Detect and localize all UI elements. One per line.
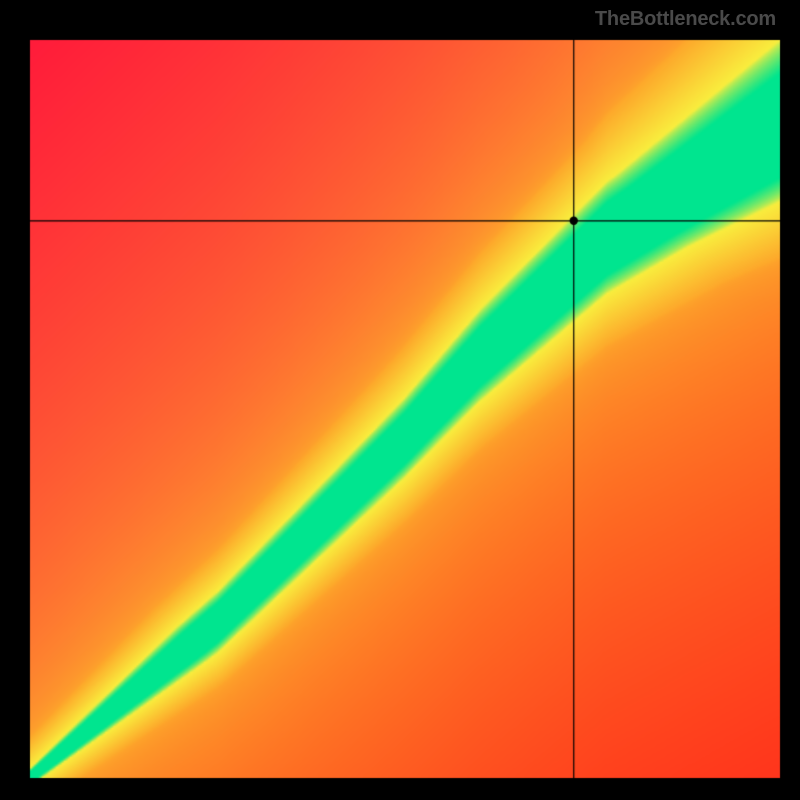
heatmap-canvas — [0, 0, 800, 800]
chart-container: TheBottleneck.com — [0, 0, 800, 800]
watermark-text: TheBottleneck.com — [595, 8, 776, 31]
